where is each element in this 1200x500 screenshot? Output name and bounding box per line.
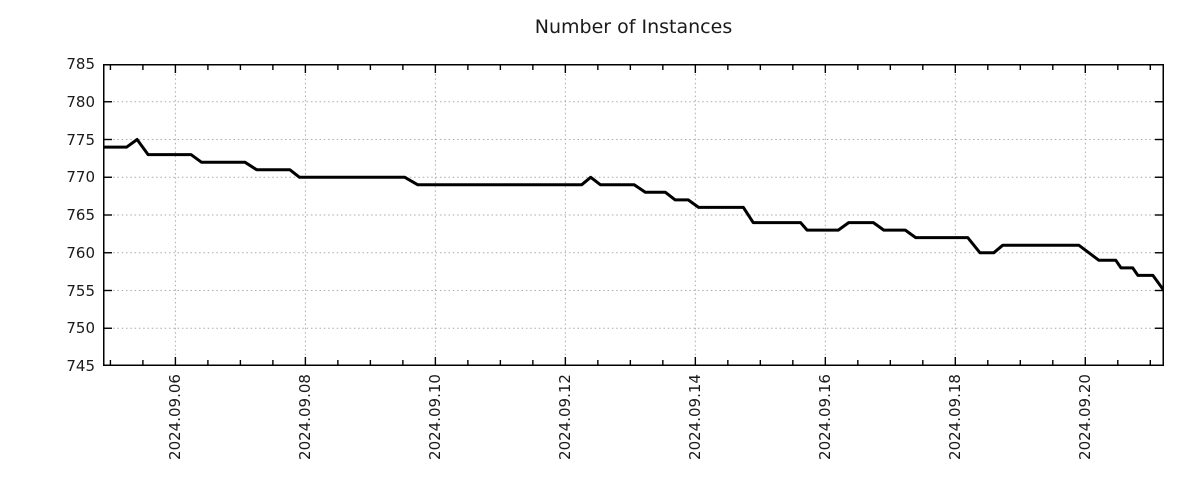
- x-tick-label-2024.09.10: 2024.09.10: [426, 374, 445, 460]
- y-tick-label-755: 755: [66, 281, 95, 300]
- x-tick-label-2024.09.20: 2024.09.20: [1076, 374, 1095, 460]
- x-tick-label-2024.09.06: 2024.09.06: [166, 374, 185, 460]
- chart-title: Number of Instances: [534, 16, 733, 38]
- y-tick-label-745: 745: [66, 357, 95, 375]
- y-tick-label-770: 770: [66, 168, 95, 187]
- series-line-instances: [103, 138, 1164, 292]
- y-tick-label-765: 765: [66, 206, 95, 224]
- y-tick-label-760: 760: [66, 243, 95, 262]
- y-tick-label-785: 785: [66, 55, 95, 73]
- y-tick-label-775: 775: [66, 130, 95, 149]
- x-tick-label-2024.09.16: 2024.09.16: [816, 374, 835, 460]
- plot-canvas: [103, 64, 1164, 366]
- plot-border: [103, 64, 1164, 366]
- x-tick-label-2024.09.18: 2024.09.18: [946, 374, 965, 460]
- y-tick-label-750: 750: [66, 319, 95, 338]
- x-tick-label-2024.09.12: 2024.09.12: [556, 374, 575, 460]
- y-tick-label-780: 780: [66, 92, 95, 111]
- plot-area: [103, 64, 1164, 366]
- x-tick-label-2024.09.08: 2024.09.08: [296, 374, 315, 460]
- x-tick-label-2024.09.14: 2024.09.14: [686, 374, 705, 460]
